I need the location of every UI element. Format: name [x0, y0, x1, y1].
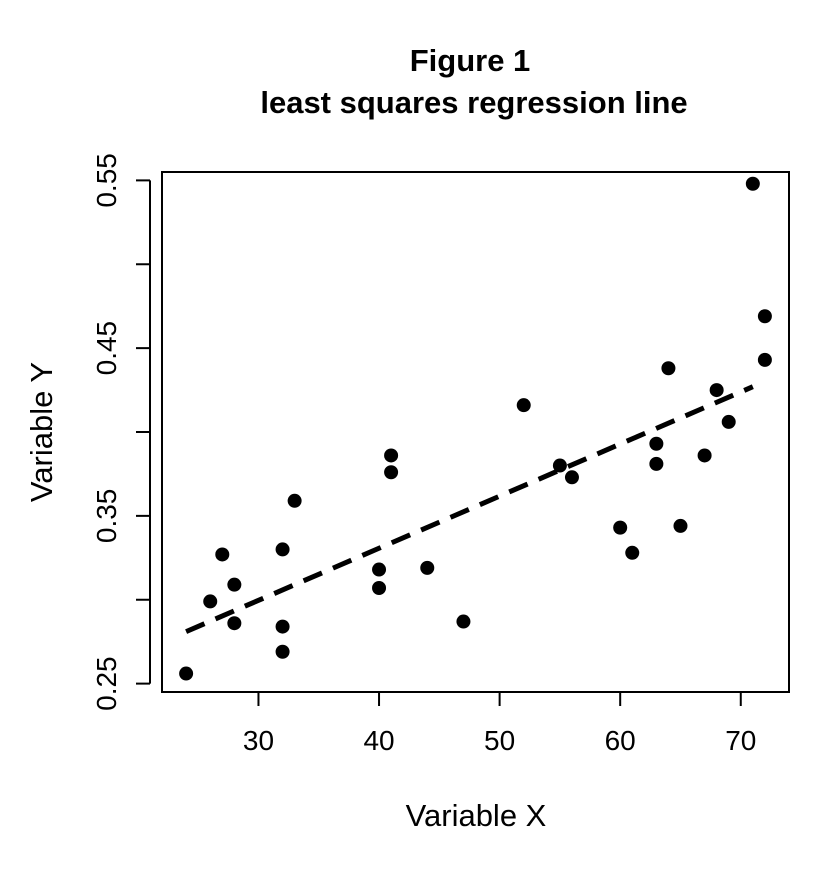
regression-line: [185, 384, 754, 634]
data-point: [275, 619, 290, 634]
data-point: [757, 309, 772, 324]
data-point: [745, 176, 760, 191]
points-layer: [179, 176, 772, 681]
data-point: [179, 666, 194, 681]
chart-subtitle: least squares regression line: [260, 85, 687, 120]
data-point: [697, 448, 712, 463]
x-tick-label: 70: [725, 725, 756, 756]
data-point: [227, 577, 242, 592]
data-point: [203, 594, 218, 609]
data-point: [564, 470, 579, 485]
data-point: [372, 562, 387, 577]
data-point: [420, 560, 435, 575]
data-point: [275, 644, 290, 659]
regression-line-layer: [185, 384, 754, 634]
y-tick-label: 0.35: [91, 489, 122, 544]
data-point: [649, 456, 664, 471]
x-tick-label: 60: [605, 725, 636, 756]
x-tick-label: 30: [243, 725, 274, 756]
x-tick-label: 40: [363, 725, 394, 756]
data-point: [287, 493, 302, 508]
data-point: [275, 542, 290, 557]
data-point: [721, 414, 736, 429]
data-point: [372, 581, 387, 595]
y-tick-label: 0.55: [91, 153, 122, 208]
data-point: [757, 352, 772, 367]
data-point: [516, 398, 531, 413]
data-point: [661, 361, 676, 376]
x-axis: 30 40 50 60 70: [243, 691, 756, 756]
data-point: [673, 518, 688, 533]
y-tick-label: 0.25: [91, 656, 122, 711]
chart-title: Figure 1: [410, 43, 531, 78]
data-point: [613, 520, 628, 535]
y-tick-label: 0.45: [91, 321, 122, 376]
x-axis-label: Variable X: [406, 798, 547, 833]
data-point: [709, 383, 724, 398]
data-point: [649, 436, 664, 451]
data-point: [384, 448, 399, 463]
x-tick-label: 50: [484, 725, 515, 756]
plot-frame: [161, 171, 790, 693]
y-axis-label: Variable Y: [24, 362, 59, 502]
data-point: [552, 458, 567, 473]
data-point: [384, 465, 399, 480]
data-point: [456, 614, 471, 629]
data-point: [227, 616, 242, 631]
y-axis: 0.25 0.35 0.45 0.55: [91, 153, 151, 711]
data-point: [625, 545, 640, 560]
data-point: [215, 547, 230, 562]
